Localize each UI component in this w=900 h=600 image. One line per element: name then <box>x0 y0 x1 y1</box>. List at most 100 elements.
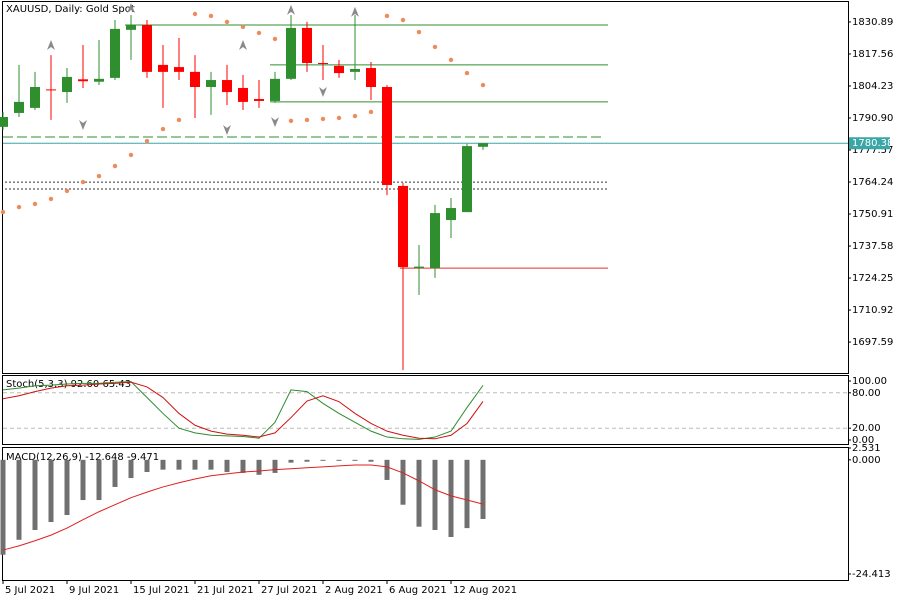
sar-dot <box>16 204 22 210</box>
macd-bar <box>128 459 134 479</box>
y-tick-label: 20.00 <box>852 423 881 434</box>
y-tick-label: 1817.56 <box>852 49 893 60</box>
sar-dot <box>192 11 198 17</box>
fractal-arrow <box>319 87 327 98</box>
candle-body <box>366 68 376 88</box>
signal-line <box>2 464 484 551</box>
candle-body <box>382 87 392 185</box>
candle-body <box>238 87 248 102</box>
x-tick-label: 2 Aug 2021 <box>325 585 383 596</box>
candle-body <box>478 143 488 147</box>
fractal-arrow <box>351 6 359 17</box>
macd-bar <box>368 459 374 462</box>
candle-body <box>270 78 280 101</box>
sar-dot <box>256 30 262 36</box>
y-tick-label: 0.00 <box>852 435 874 446</box>
macd-bar <box>144 459 150 472</box>
price-panel <box>2 1 849 374</box>
y-tick-label: 1830.89 <box>852 17 893 28</box>
fractal-arrow <box>271 117 279 128</box>
sar-dot <box>288 118 294 124</box>
fractal-arrow <box>47 39 55 50</box>
macd-bar <box>0 459 6 555</box>
sar-dot <box>400 17 406 23</box>
macd-bar <box>240 459 246 473</box>
candle-body <box>46 89 56 91</box>
macd-title: MACD(12,26,9) -12.648 -9.471 <box>6 452 159 463</box>
sar-dot <box>416 29 422 35</box>
fractal-arrow <box>223 124 231 135</box>
current-price-box <box>849 137 890 150</box>
macd-bar <box>224 459 230 472</box>
sar-dot <box>304 117 310 123</box>
candle-body <box>0 117 8 127</box>
candle-body <box>206 80 216 88</box>
y-tick-label: 2.531 <box>852 443 881 454</box>
y-tick-label: 1737.58 <box>852 241 893 252</box>
macd-bar <box>384 459 390 480</box>
y-tick-label: 1764.24 <box>852 177 893 188</box>
macd-bar <box>160 459 166 470</box>
macd-bar <box>48 459 54 523</box>
fractal-arrow <box>239 39 247 50</box>
sar-dot <box>160 126 166 132</box>
candle-body <box>110 28 120 78</box>
candle-body <box>190 71 200 88</box>
candle-body <box>462 146 472 213</box>
candle-body <box>414 266 424 269</box>
sar-dot <box>464 70 470 76</box>
sar-dot <box>272 36 278 42</box>
sar-dot <box>128 152 134 158</box>
stoch-line <box>2 381 484 440</box>
candle-body <box>302 27 312 63</box>
fractal-arrow <box>287 4 295 15</box>
x-tick-label: 15 Jul 2021 <box>133 585 190 596</box>
stoch-title: Stoch(5,3,3) 92.60 65.43 <box>6 379 131 390</box>
macd-bar <box>288 459 294 463</box>
y-tick-label: 1710.92 <box>852 305 893 316</box>
candle-body <box>222 80 232 93</box>
sar-dot <box>0 209 6 215</box>
sar-dot <box>96 173 102 179</box>
macd-bar <box>272 459 278 473</box>
sar-dot <box>240 24 246 30</box>
candle-body <box>430 213 440 269</box>
candle-body <box>94 78 104 82</box>
macd-bar <box>176 459 182 470</box>
candle-body <box>286 27 296 79</box>
macd-bar <box>464 459 470 529</box>
sar-dot <box>448 57 454 63</box>
current-price-label: 1780.38 <box>852 138 893 149</box>
macd-bar <box>192 459 198 470</box>
sar-dot <box>480 82 486 88</box>
candle-body <box>446 208 456 221</box>
sar-dot <box>64 188 70 194</box>
x-tick-label: 27 Jul 2021 <box>261 585 318 596</box>
x-tick-label: 12 Aug 2021 <box>453 585 517 596</box>
sar-dot <box>80 179 86 185</box>
stoch-line <box>2 381 484 440</box>
sar-dot <box>432 44 438 50</box>
sar-dot <box>32 201 38 207</box>
candle-body <box>318 62 328 64</box>
candle-body <box>350 68 360 72</box>
macd-bar <box>112 459 118 487</box>
candle-body <box>126 25 136 30</box>
candle-body <box>158 64 168 72</box>
candle-body <box>62 76 72 93</box>
macd-bar <box>16 459 22 540</box>
candle-body <box>30 87 40 108</box>
y-tick-label: 1697.59 <box>852 337 893 348</box>
macd-bar <box>336 459 342 461</box>
macd-bar <box>448 459 454 537</box>
sar-dot <box>176 117 182 123</box>
candle-body <box>14 101 24 113</box>
y-tick-label: 80.00 <box>852 388 881 399</box>
y-tick-label: 0.000 <box>852 455 881 466</box>
sar-dot <box>352 113 358 119</box>
macd-bar <box>96 459 102 501</box>
sar-dot <box>368 109 374 115</box>
y-tick-label: -24.413 <box>852 569 891 580</box>
sar-dot <box>336 115 342 121</box>
sar-dot <box>224 19 230 25</box>
